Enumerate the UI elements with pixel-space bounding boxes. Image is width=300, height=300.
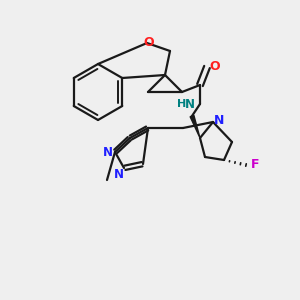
- Polygon shape: [190, 115, 200, 138]
- Text: N: N: [214, 113, 224, 127]
- Text: N: N: [103, 146, 113, 160]
- Text: H: H: [177, 99, 187, 109]
- Text: O: O: [210, 61, 220, 74]
- Text: O: O: [144, 35, 154, 49]
- Text: F: F: [251, 158, 259, 172]
- Text: N: N: [114, 167, 124, 181]
- Text: N: N: [185, 98, 195, 110]
